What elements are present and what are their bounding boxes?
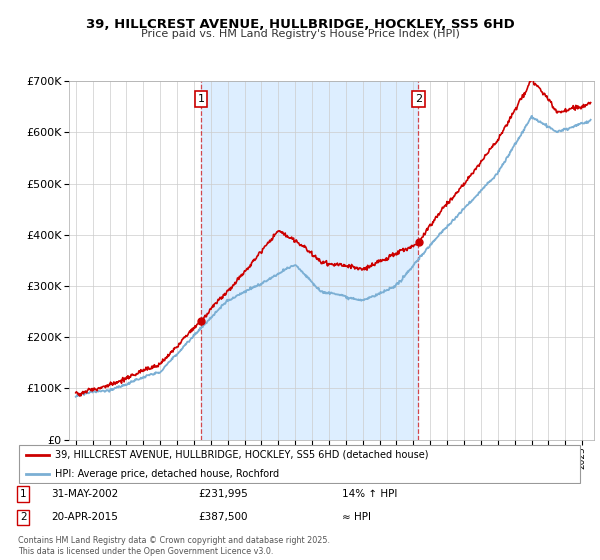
FancyBboxPatch shape	[19, 445, 580, 483]
Text: 2: 2	[20, 512, 26, 522]
Text: HPI: Average price, detached house, Rochford: HPI: Average price, detached house, Roch…	[55, 469, 279, 478]
Text: £387,500: £387,500	[198, 512, 248, 522]
Text: 39, HILLCREST AVENUE, HULLBRIDGE, HOCKLEY, SS5 6HD (detached house): 39, HILLCREST AVENUE, HULLBRIDGE, HOCKLE…	[55, 450, 428, 460]
Text: 39, HILLCREST AVENUE, HULLBRIDGE, HOCKLEY, SS5 6HD: 39, HILLCREST AVENUE, HULLBRIDGE, HOCKLE…	[86, 18, 514, 31]
Text: 14% ↑ HPI: 14% ↑ HPI	[342, 489, 397, 499]
Text: 31-MAY-2002: 31-MAY-2002	[51, 489, 118, 499]
Bar	[201, 81, 418, 440]
Text: 2: 2	[415, 94, 422, 104]
Text: £231,995: £231,995	[198, 489, 248, 499]
Text: Price paid vs. HM Land Registry's House Price Index (HPI): Price paid vs. HM Land Registry's House …	[140, 29, 460, 39]
Text: 20-APR-2015: 20-APR-2015	[51, 512, 118, 522]
Text: Contains HM Land Registry data © Crown copyright and database right 2025.
This d: Contains HM Land Registry data © Crown c…	[18, 536, 330, 556]
Text: ≈ HPI: ≈ HPI	[342, 512, 371, 522]
Text: 1: 1	[197, 94, 205, 104]
Text: 1: 1	[20, 489, 26, 499]
